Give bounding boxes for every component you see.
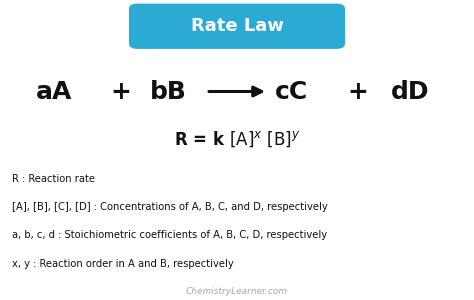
Text: R = k $[\mathrm{A}]^x$ $[\mathrm{B}]^y$: R = k $[\mathrm{A}]^x$ $[\mathrm{B}]^y$ — [174, 130, 300, 149]
Text: R : Reaction rate: R : Reaction rate — [12, 173, 95, 184]
Text: dD: dD — [391, 80, 429, 103]
Text: Rate Law: Rate Law — [191, 17, 283, 35]
Text: ChemistryLearner.com: ChemistryLearner.com — [186, 287, 288, 296]
Text: cC: cC — [275, 80, 308, 103]
Text: +: + — [347, 80, 368, 103]
Text: +: + — [110, 80, 131, 103]
Text: x, y : Reaction order in A and B, respectively: x, y : Reaction order in A and B, respec… — [12, 259, 234, 269]
Text: [A], [B], [C], [D] : Concentrations of A, B, C, and D, respectively: [A], [B], [C], [D] : Concentrations of A… — [12, 202, 328, 212]
Text: bB: bB — [150, 80, 187, 103]
FancyBboxPatch shape — [129, 4, 345, 49]
Text: aA: aA — [36, 80, 73, 103]
Text: a, b, c, d : Stoichiometric coefficients of A, B, C, D, respectively: a, b, c, d : Stoichiometric coefficients… — [12, 230, 327, 241]
